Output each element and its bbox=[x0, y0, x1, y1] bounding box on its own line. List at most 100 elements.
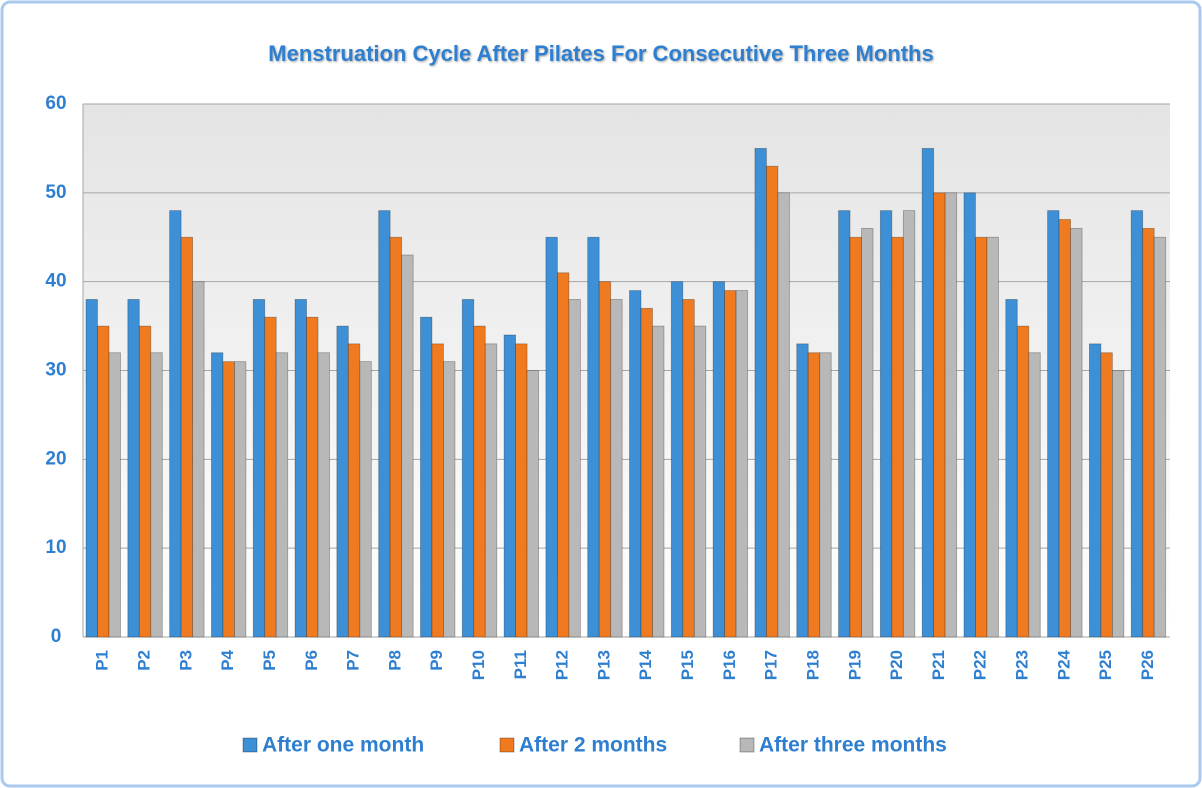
y-tick-label: 60 bbox=[45, 93, 66, 114]
x-tick-label: P1 bbox=[93, 650, 112, 671]
y-tick-label: 40 bbox=[45, 271, 66, 292]
bar bbox=[1130, 210, 1144, 638]
x-tick-label: P3 bbox=[176, 650, 195, 671]
bar bbox=[556, 272, 570, 638]
bar bbox=[1047, 210, 1060, 638]
legend-swatch bbox=[242, 737, 258, 753]
bar bbox=[652, 325, 665, 638]
bar bbox=[1142, 227, 1155, 638]
x-tick-label: P19 bbox=[845, 650, 864, 680]
bar bbox=[879, 210, 893, 638]
bar bbox=[963, 192, 976, 638]
bar bbox=[306, 316, 319, 638]
bar bbox=[712, 281, 726, 638]
bar bbox=[378, 210, 391, 638]
x-tick-label: P10 bbox=[469, 650, 488, 680]
bar bbox=[192, 281, 205, 638]
bar bbox=[515, 343, 528, 638]
bar bbox=[211, 352, 224, 638]
bar bbox=[1028, 352, 1041, 638]
bar bbox=[138, 325, 152, 638]
bar bbox=[670, 281, 684, 638]
bar bbox=[693, 325, 707, 638]
bar bbox=[944, 192, 958, 638]
bar bbox=[1058, 219, 1071, 638]
y-tick-label: 30 bbox=[45, 360, 66, 381]
x-tick-label: P2 bbox=[135, 650, 154, 671]
bar bbox=[640, 307, 653, 638]
bar bbox=[85, 299, 98, 638]
bar bbox=[735, 290, 749, 638]
bar bbox=[1016, 325, 1030, 638]
bar bbox=[420, 316, 433, 638]
y-tick-label: 50 bbox=[45, 182, 66, 203]
bar bbox=[598, 281, 612, 638]
bar bbox=[1070, 227, 1083, 638]
bar bbox=[484, 343, 498, 638]
bar bbox=[1005, 299, 1018, 638]
x-tick-label: P11 bbox=[511, 650, 530, 679]
bar bbox=[545, 236, 558, 638]
bar bbox=[986, 236, 999, 638]
bar bbox=[610, 299, 623, 638]
x-tick-label: P20 bbox=[887, 650, 906, 680]
bar bbox=[975, 236, 988, 638]
x-tick-label: P22 bbox=[971, 650, 990, 680]
bar bbox=[169, 210, 182, 638]
legend-swatch bbox=[739, 737, 755, 753]
bar bbox=[587, 236, 600, 638]
legend-label: After one month bbox=[262, 734, 424, 757]
bar bbox=[347, 343, 361, 638]
x-tick-label: P13 bbox=[594, 650, 613, 680]
legend-swatch bbox=[499, 737, 515, 753]
bar bbox=[1088, 343, 1102, 638]
x-tick-label: P9 bbox=[427, 650, 446, 671]
bar bbox=[275, 352, 289, 638]
legend-label: After three months bbox=[759, 734, 947, 757]
bar bbox=[252, 299, 266, 638]
x-tick-label: P14 bbox=[636, 649, 655, 680]
bar bbox=[503, 334, 516, 638]
bar bbox=[336, 325, 349, 638]
bar bbox=[902, 210, 916, 638]
bar bbox=[1111, 370, 1125, 638]
x-tick-label: P21 bbox=[929, 650, 948, 680]
bar bbox=[682, 299, 695, 638]
x-tick-label: P16 bbox=[720, 650, 739, 680]
bar bbox=[838, 210, 851, 638]
x-tick-label: P5 bbox=[260, 650, 279, 671]
bar bbox=[766, 165, 779, 638]
bar bbox=[861, 227, 874, 638]
x-tick-label: P7 bbox=[344, 650, 363, 671]
bar bbox=[97, 325, 110, 638]
x-tick-label: P24 bbox=[1054, 649, 1073, 680]
bar bbox=[754, 148, 767, 638]
bar bbox=[359, 361, 372, 638]
bar bbox=[264, 316, 277, 638]
bar bbox=[807, 352, 821, 638]
bar bbox=[443, 361, 456, 638]
bar bbox=[796, 343, 809, 638]
bar bbox=[222, 361, 235, 638]
bar bbox=[568, 299, 581, 638]
x-tick-label: P15 bbox=[678, 650, 697, 680]
bar bbox=[1100, 352, 1113, 638]
bar bbox=[777, 192, 790, 638]
x-tick-label: P18 bbox=[803, 650, 822, 680]
legend-label: After 2 months bbox=[519, 734, 667, 757]
bar bbox=[526, 370, 539, 638]
bar bbox=[933, 192, 946, 638]
bar bbox=[473, 325, 486, 638]
bar bbox=[401, 254, 414, 638]
x-tick-label: P4 bbox=[218, 649, 237, 670]
bar bbox=[431, 343, 444, 638]
y-tick-label: 20 bbox=[45, 448, 66, 469]
bar bbox=[629, 290, 642, 638]
bar bbox=[234, 361, 247, 638]
x-tick-label: P26 bbox=[1138, 650, 1157, 680]
x-tick-label: P12 bbox=[553, 650, 572, 680]
x-tick-label: P17 bbox=[762, 650, 781, 680]
bar bbox=[1153, 236, 1167, 638]
bar bbox=[921, 148, 935, 638]
